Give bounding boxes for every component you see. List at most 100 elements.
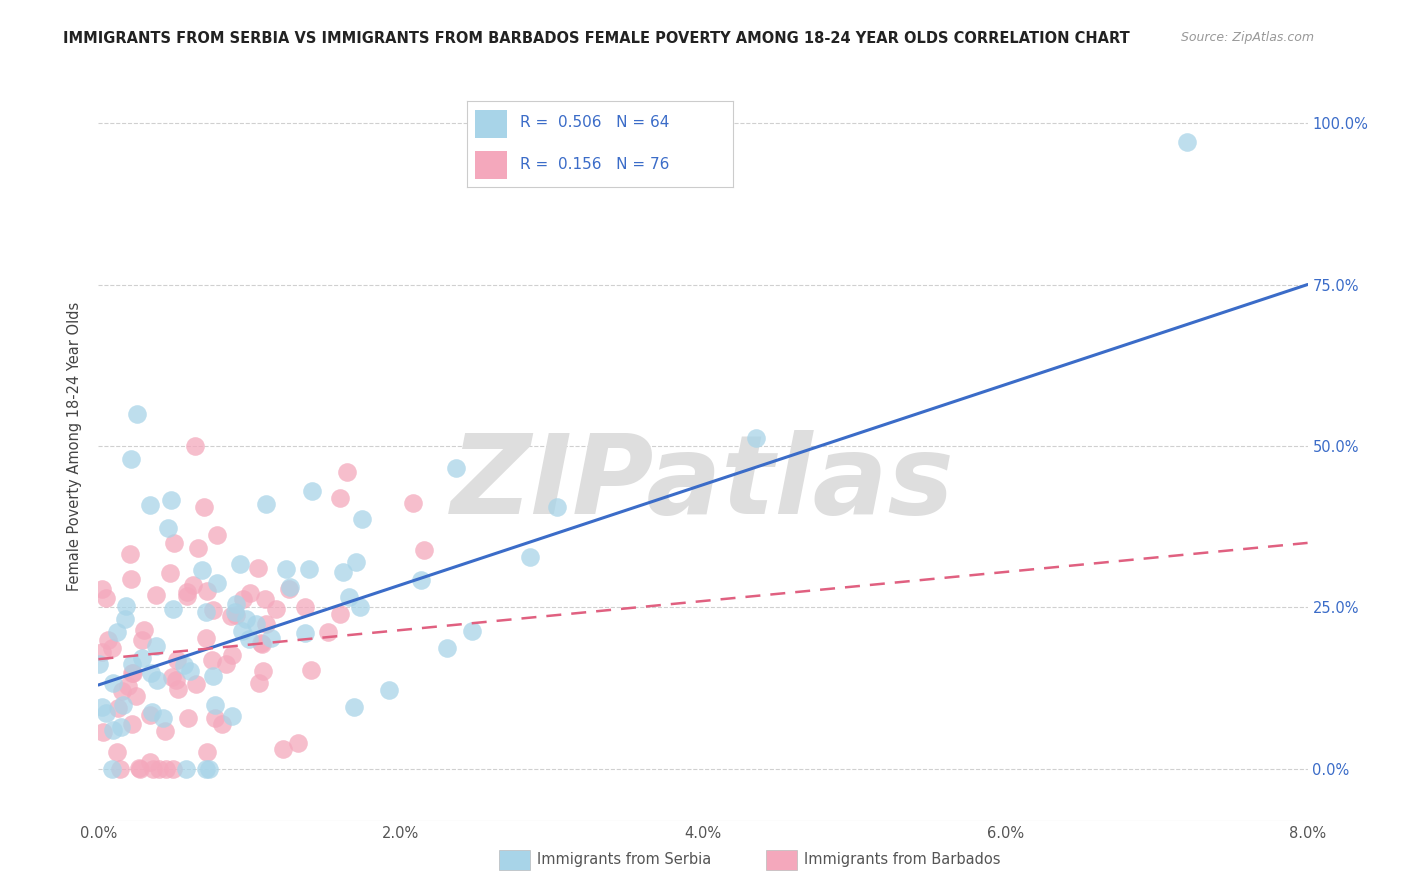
Point <box>744 431 766 445</box>
Point <box>343 700 366 714</box>
Point <box>155 762 177 776</box>
Point <box>239 586 262 600</box>
Point <box>145 588 167 602</box>
Point <box>94 591 117 605</box>
Point <box>337 591 360 605</box>
Point <box>204 698 226 712</box>
Point <box>252 664 274 678</box>
Point <box>146 673 169 688</box>
Point <box>111 684 134 698</box>
Point <box>294 626 316 640</box>
Point <box>177 711 200 725</box>
Point <box>162 762 184 776</box>
Point <box>277 582 299 597</box>
Point <box>238 632 260 646</box>
Point <box>231 624 253 638</box>
Point <box>219 609 242 624</box>
Point <box>128 761 150 775</box>
Text: IMMIGRANTS FROM SERBIA VS IMMIGRANTS FROM BARBADOS FEMALE POVERTY AMONG 18-24 YE: IMMIGRANTS FROM SERBIA VS IMMIGRANTS FRO… <box>63 31 1130 46</box>
Point <box>152 711 174 725</box>
Point <box>129 762 152 776</box>
Point <box>122 666 145 681</box>
Point <box>97 633 120 648</box>
Point <box>155 723 177 738</box>
Point <box>287 736 309 750</box>
Point <box>461 624 484 638</box>
Point <box>247 676 270 690</box>
Point <box>260 631 283 645</box>
Point <box>195 584 218 599</box>
Point <box>294 599 316 614</box>
Point <box>211 716 233 731</box>
Point <box>101 762 124 776</box>
Point <box>546 500 568 514</box>
Point <box>111 698 134 713</box>
Point <box>139 665 162 680</box>
Point <box>201 653 224 667</box>
Point <box>125 689 148 703</box>
Point <box>115 599 138 614</box>
Point <box>117 679 139 693</box>
Point <box>107 701 129 715</box>
Point <box>409 573 432 587</box>
Point <box>110 720 132 734</box>
Point <box>176 589 198 603</box>
Point <box>215 657 238 672</box>
Point <box>232 591 254 606</box>
Point <box>101 723 124 737</box>
Point <box>141 705 163 719</box>
Point <box>187 541 209 556</box>
Point <box>159 566 181 580</box>
Point <box>201 603 224 617</box>
Point <box>316 624 339 639</box>
Point <box>378 683 401 698</box>
Point <box>120 451 142 466</box>
Point <box>157 521 180 535</box>
Point <box>184 439 207 453</box>
Point <box>250 635 273 649</box>
Point <box>229 557 252 571</box>
Point <box>349 600 371 615</box>
Point <box>134 624 156 638</box>
Point <box>332 565 354 579</box>
Point <box>329 491 352 505</box>
Point <box>105 746 128 760</box>
Point <box>271 742 294 756</box>
Point <box>173 657 195 672</box>
Point <box>329 607 352 622</box>
Point <box>1175 136 1198 150</box>
Text: ZIPatlas: ZIPatlas <box>451 430 955 537</box>
Point <box>91 582 114 596</box>
Point <box>446 461 468 475</box>
Point <box>190 563 212 577</box>
Point <box>166 653 188 667</box>
Point <box>139 708 162 723</box>
Point <box>121 665 143 680</box>
Point <box>167 681 190 696</box>
Point <box>402 496 425 510</box>
Point <box>160 669 183 683</box>
Point <box>204 710 226 724</box>
Point <box>179 664 201 678</box>
Point <box>139 756 162 770</box>
Point <box>254 497 277 511</box>
Point <box>301 484 323 499</box>
Point <box>335 465 357 479</box>
Point <box>193 500 215 515</box>
Point <box>207 528 229 542</box>
Point <box>274 562 297 576</box>
Point <box>254 617 277 632</box>
Point <box>436 640 458 655</box>
Point <box>247 560 270 574</box>
Point <box>519 550 541 565</box>
Point <box>221 709 243 723</box>
Point <box>131 632 153 647</box>
Point <box>201 668 224 682</box>
Point <box>235 612 257 626</box>
Point <box>225 597 247 611</box>
Point <box>162 602 184 616</box>
Point <box>225 607 247 622</box>
Point <box>299 663 322 677</box>
Point <box>101 640 124 655</box>
Point <box>278 580 301 594</box>
